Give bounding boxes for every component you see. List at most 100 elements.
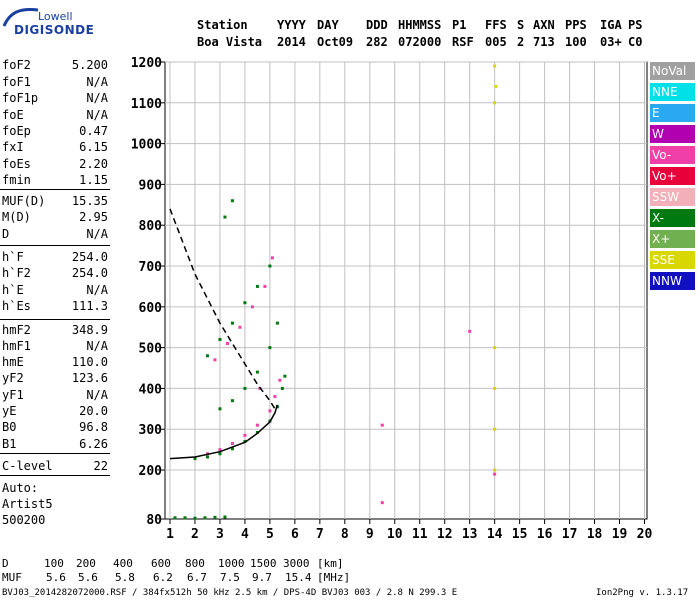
param-value: 5.200 [71,58,108,72]
header-val-10: 03+ [600,35,622,49]
data-point [263,284,267,288]
legend-item: X- [650,209,695,227]
logo-top: Lowell [38,10,73,23]
data-point [238,325,242,329]
param-separator [0,245,110,246]
header-val-2: Oct09 [317,35,354,49]
data-point [493,427,497,431]
y-tick-label: 700 [139,260,163,275]
y-tick-label: 300 [139,423,163,438]
header-col-11: PS [628,18,643,32]
profile-line [169,404,279,460]
param-separator [0,189,110,190]
auto-line2: Artist5 [2,497,53,511]
header-val-6: 005 [485,35,507,49]
y-tick-label: 600 [139,301,163,316]
param-value: N/A [86,283,108,297]
param-row: h`F2 254.0 [2,266,108,281]
muf-d-value: 400 [113,557,133,570]
header-val-9: 100 [565,35,587,49]
param-value: 1.15 [79,173,108,187]
param-row: yE 20.0 [2,404,108,419]
param-name: foE [2,108,24,122]
param-value: N/A [86,339,108,353]
data-point [250,305,254,309]
x-tick-label: 11 [412,527,428,542]
param-row: h`E N/A [2,283,108,298]
param-row: h`F 254.0 [2,250,108,265]
param-row: foEs 2.20 [2,157,108,172]
x-tick-label: 20 [637,527,653,542]
param-value: 348.9 [71,323,108,337]
param-name: yE [2,404,17,418]
param-name: foEs [2,157,31,171]
param-row: foEp 0.47 [2,124,108,139]
param-name: hmF2 [2,323,31,337]
data-point [218,407,222,411]
muf-value: 5.6 [46,571,66,584]
data-point [268,346,272,350]
param-name: fxI [2,140,24,154]
param-name: D [2,227,10,241]
footer-right: Ion2Png v. 1.3.17 [596,588,689,598]
param-row: hmE 110.0 [2,355,108,370]
x-tick-label: 17 [562,527,578,542]
muf-value: 9.7 [252,571,272,584]
data-point [280,386,284,390]
muf-muf-unit: [MHz] [317,571,351,584]
param-value: 6.26 [79,437,108,451]
y-tick-label: 800 [139,219,163,234]
data-point [243,386,247,390]
param-name: hmE [2,355,24,369]
data-point [493,468,497,472]
param-row: hmF2 348.9 [2,323,108,338]
legend-item: NoVal [650,62,695,80]
param-value: 6.15 [79,140,108,154]
data-point [230,199,234,203]
data-point [230,321,234,325]
header-val-5: RSF [452,35,474,49]
data-point [278,378,282,382]
param-name: h`F2 [2,266,31,280]
x-tick-label: 16 [537,527,553,542]
logo-swoosh [2,8,39,27]
param-row: B0 96.8 [2,420,108,435]
data-point [283,374,287,378]
param-row: D N/A [2,227,108,242]
x-tick-label: 19 [612,527,628,542]
data-point [173,516,177,520]
data-point [223,515,227,519]
param-row: B1 6.26 [2,437,108,452]
param-value: 110.0 [71,355,108,369]
muf-d-value: 1000 [218,557,245,570]
data-point [493,472,497,476]
muf-d-value: 3000 [283,557,310,570]
header-val-4: 072000 [398,35,442,49]
data-point [193,516,197,520]
param-value: 111.3 [71,299,108,313]
header-col-8: AXN [533,18,555,32]
header-col-7: S [517,18,525,32]
param-name: B1 [2,437,17,451]
muf-d-value: 800 [185,557,205,570]
data-point [205,354,209,358]
legend-item: NNW [650,272,695,290]
x-tick-label: 10 [387,527,403,542]
data-point [230,399,234,403]
x-tick-label: 5 [266,527,274,542]
param-row: MUF(D) 15.35 [2,194,108,209]
x-tick-label: 8 [341,527,349,542]
param-name: hmF1 [2,339,31,353]
header-col-2: DAY [317,18,339,32]
y-tick-label: 900 [139,178,163,193]
data-point [493,346,497,350]
muf-value: 6.7 [187,571,207,584]
header-col-3: DDD [366,18,388,32]
param-value: 0.47 [79,124,108,138]
param-value: N/A [86,108,108,122]
x-tick-label: 12 [437,527,453,542]
data-point [218,448,222,452]
data-point [273,395,277,399]
y-tick-label: 1200 [131,56,162,71]
y-tick-label: 500 [139,342,163,357]
